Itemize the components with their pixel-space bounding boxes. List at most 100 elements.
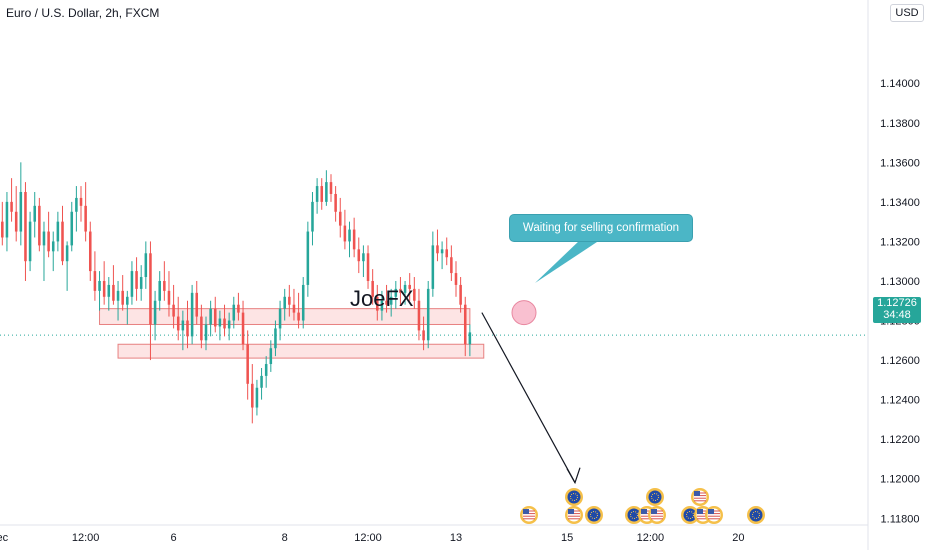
candle: [75, 186, 78, 232]
candle-body: [450, 257, 453, 274]
candle-body: [264, 364, 268, 376]
candle: [436, 229, 439, 262]
candle: [283, 288, 286, 321]
x-tick-label: 12:00: [354, 532, 382, 544]
highlight-circle: [511, 300, 537, 326]
candle-body: [135, 271, 138, 289]
candle: [237, 292, 240, 321]
candle: [200, 304, 203, 349]
eu-flag-icon: [585, 506, 603, 524]
x-tick-label: 12:00: [637, 532, 665, 544]
candle: [218, 310, 222, 341]
candle: [306, 221, 310, 297]
candle: [241, 300, 245, 351]
candle-body: [413, 288, 416, 301]
candle: [450, 245, 453, 281]
candle: [61, 205, 64, 266]
candle: [186, 300, 189, 349]
x-tick-label: 8: [282, 532, 288, 544]
candle: [163, 261, 166, 301]
candle: [149, 241, 152, 361]
candle: [121, 275, 124, 311]
candle-body: [436, 245, 439, 254]
candle: [311, 191, 314, 246]
candle: [297, 292, 300, 329]
time-axis[interactable]: ec 12:00 6 8 12:00 13 15 12:00 20: [0, 524, 868, 544]
y-tick-label: 1.13800: [880, 118, 920, 130]
candle: [362, 245, 365, 278]
candle: [468, 324, 472, 357]
candle: [338, 197, 342, 238]
candle-body: [186, 320, 189, 337]
x-tick-label: 20: [732, 532, 744, 544]
x-tick-label: 13: [450, 532, 462, 544]
candle: [70, 201, 74, 252]
candle: [329, 174, 333, 202]
candle-body: [343, 225, 347, 242]
candle: [56, 211, 60, 252]
candle: [376, 284, 379, 321]
candle-body: [158, 280, 161, 301]
candle-body: [311, 201, 314, 232]
candle-body: [213, 308, 217, 327]
candle-body: [278, 308, 282, 329]
candle: [380, 290, 384, 321]
candle-body: [283, 296, 286, 309]
drawing-overlay: [481, 240, 600, 485]
candle-body: [204, 324, 208, 341]
candle: [255, 379, 259, 416]
candle-body: [325, 182, 328, 202]
y-tick-label: 1.13600: [880, 157, 920, 169]
candle: [14, 186, 18, 242]
us-canton: [523, 509, 529, 514]
candle-body: [329, 182, 333, 194]
eu-flag-icon: [565, 488, 583, 506]
y-tick-label: 1.14000: [880, 78, 920, 90]
price-axis[interactable]: 1.14000 1.13800 1.13600 1.13400 1.13200 1.130…: [867, 0, 920, 550]
candle-body: [260, 375, 263, 388]
candle: [167, 271, 171, 317]
candle: [278, 300, 282, 341]
candle: [459, 277, 462, 313]
y-tick-label: 1.12600: [880, 355, 920, 367]
candle: [232, 296, 236, 329]
candle: [126, 290, 129, 325]
author-watermark: JoeFX: [350, 286, 414, 311]
candle-body: [371, 280, 374, 297]
candle: [352, 217, 356, 258]
candle-body: [306, 231, 310, 285]
candle: [413, 277, 416, 309]
callout-box[interactable]: Waiting for selling confirmation: [509, 214, 693, 242]
candle: [357, 237, 361, 274]
candle: [431, 231, 435, 297]
candle: [213, 296, 217, 333]
candle-body: [14, 211, 18, 232]
candle-body: [38, 205, 41, 246]
candle: [144, 241, 148, 289]
currency-button[interactable]: USD: [890, 4, 924, 22]
candle: [445, 237, 449, 266]
us-flag-icon: [648, 506, 666, 524]
candle: [84, 182, 87, 242]
candle: [366, 245, 370, 289]
candle-body: [139, 277, 143, 289]
candle: [385, 284, 388, 313]
candle-body: [84, 205, 87, 232]
candle-body: [167, 290, 171, 305]
candle-body: [357, 249, 361, 262]
candle-body: [440, 249, 444, 254]
candle: [153, 290, 157, 341]
candle-body: [70, 211, 74, 246]
candle-body: [389, 296, 393, 305]
candle-body: [463, 304, 467, 345]
candle-body: [153, 300, 157, 325]
candle-body: [126, 296, 129, 305]
candle: [288, 284, 291, 317]
candle-body: [24, 191, 27, 262]
candle: [399, 277, 402, 305]
candle-body: [459, 284, 462, 305]
candle-body: [112, 284, 115, 301]
event-flag-face: [567, 490, 581, 504]
candle-body: [394, 288, 398, 297]
